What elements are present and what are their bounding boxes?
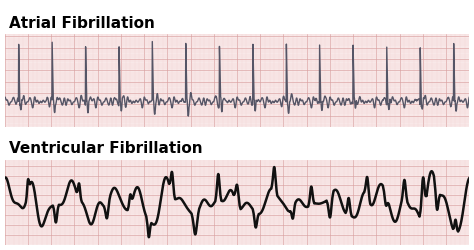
Text: Ventricular Fibrillation: Ventricular Fibrillation <box>9 140 203 156</box>
Text: Atrial Fibrillation: Atrial Fibrillation <box>9 16 155 30</box>
